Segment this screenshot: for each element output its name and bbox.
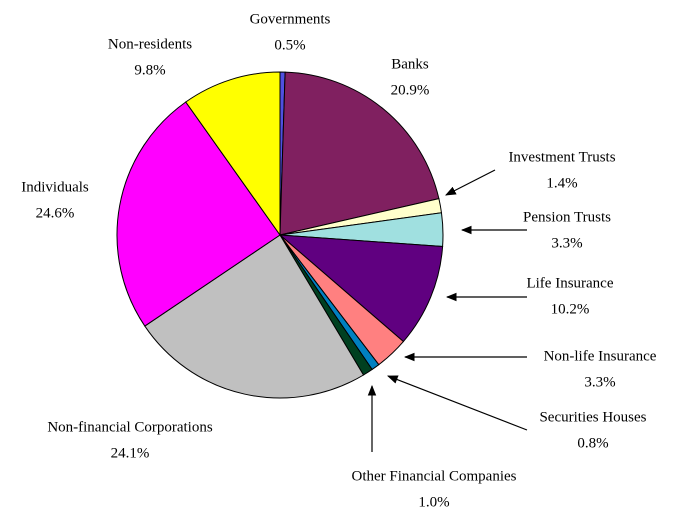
slice-label: Non-financial Corporations (47, 419, 213, 435)
slice-value-label: 20.9% (391, 82, 430, 98)
slice-value-label: 0.8% (577, 435, 608, 451)
slice-label: Life Insurance (526, 275, 613, 291)
slice-label: Individuals (21, 179, 89, 195)
slice-label: Governments (250, 11, 331, 27)
leader-arrow (386, 375, 528, 431)
leader-arrow (445, 169, 496, 196)
pie-slice (279, 71, 440, 236)
arrows (367, 169, 528, 452)
labels: Governments 0.5% Banks 20.9% Investment Trus… (21, 11, 657, 510)
slice-value-label: 1.4% (546, 175, 577, 191)
slice-value-label: 9.8% (134, 62, 165, 78)
slice-label: Pension Trusts (523, 209, 611, 225)
slice-label: Investment Trusts (508, 149, 615, 165)
pie-slice (185, 71, 281, 237)
slice-value-label: 24.1% (111, 445, 150, 461)
slice-label: Non-life Insurance (544, 348, 657, 364)
slice-label: Non-residents (108, 36, 192, 52)
slice-label: Securities Houses (539, 409, 646, 425)
pie-slice (144, 234, 365, 399)
slice-value-label: 3.3% (584, 374, 615, 390)
slice-label: Banks (391, 56, 429, 72)
pie-slice (116, 101, 281, 327)
pie-slice (278, 234, 444, 343)
slice-value-label: 0.5% (274, 37, 305, 53)
slice-value-label: 1.0% (418, 494, 449, 510)
slice-value-label: 10.2% (551, 301, 590, 317)
slice-value-label: 24.6% (36, 205, 75, 221)
slice-label: Other Financial Companies (352, 468, 517, 484)
slice-value-label: 3.3% (551, 235, 582, 251)
slices (116, 71, 444, 399)
